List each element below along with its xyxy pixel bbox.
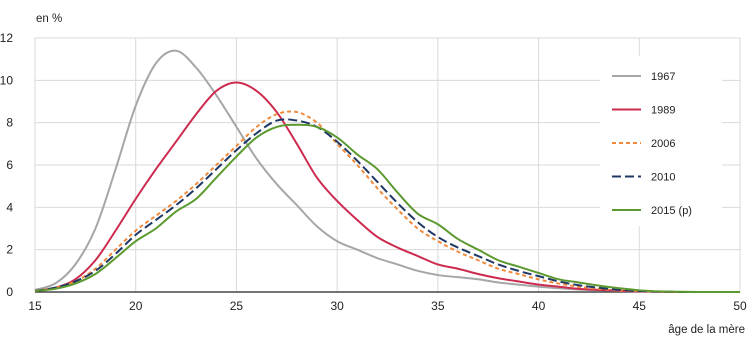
x-tick-label: 40: [532, 299, 546, 313]
x-tick-label: 45: [633, 299, 647, 313]
x-tick-label: 35: [431, 299, 445, 313]
y-tick-labels: 0 2 4 6 8 10 12: [0, 31, 13, 299]
series-line-2015-p: [34, 123, 740, 294]
x-tick-label: 25: [230, 299, 244, 313]
y-tick-label: 4: [6, 200, 13, 214]
y-tick-label: 8: [6, 116, 13, 130]
legend-label: 2010: [651, 172, 675, 184]
y-tick-label: 6: [6, 158, 13, 172]
legend: 1967 1989 2006 2010 2015 (p): [600, 56, 722, 226]
legend-label: 2015 (p): [651, 205, 692, 217]
legend-box: [600, 56, 722, 226]
series-lines: [34, 49, 740, 294]
y-tick-label: 10: [0, 73, 13, 87]
x-axis-label: âge de la mère: [668, 324, 745, 336]
y-tick-label: 12: [0, 31, 13, 45]
x-tick-label: 50: [733, 299, 747, 313]
legend-label: 1989: [651, 105, 675, 117]
y-axis-label: en %: [36, 13, 62, 25]
x-tick-label: 20: [129, 299, 143, 313]
series-line-2010: [34, 118, 740, 294]
legend-label: 1967: [651, 71, 675, 83]
y-tick-label: 2: [6, 243, 13, 257]
x-tick-label: 30: [330, 299, 344, 313]
legend-label: 2006: [651, 138, 675, 150]
x-tick-label: 15: [28, 299, 42, 313]
y-tick-label: 0: [6, 285, 13, 299]
x-tick-labels: 15 20 25 30 35 40 45 50: [28, 299, 747, 313]
